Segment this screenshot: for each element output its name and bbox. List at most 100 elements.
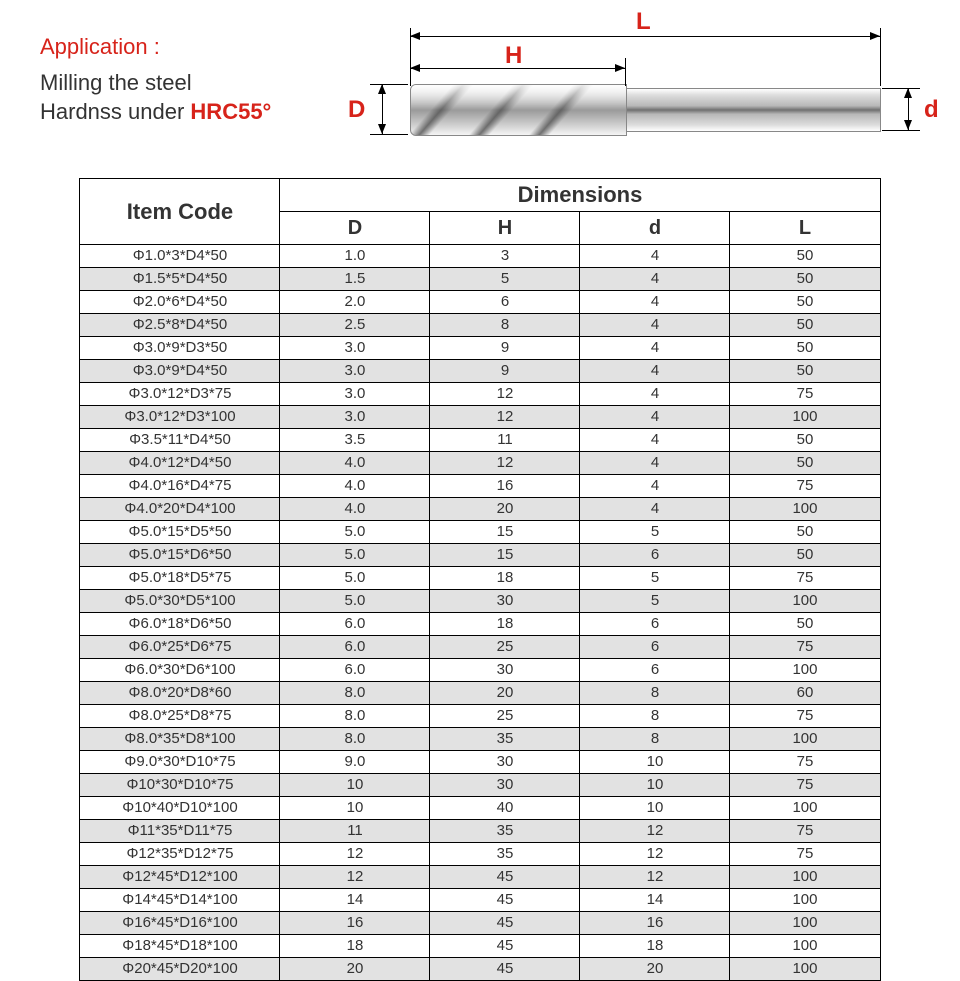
cell-L: 100 xyxy=(730,912,880,935)
cell-H: 45 xyxy=(430,912,580,935)
cell-d: 4 xyxy=(580,268,730,291)
cell-d: 4 xyxy=(580,383,730,406)
cell-L: 100 xyxy=(730,728,880,751)
cell-H: 45 xyxy=(430,866,580,889)
cell-item-code: Φ3.0*12*D3*75 xyxy=(80,383,280,406)
cell-d: 14 xyxy=(580,889,730,912)
cell-d: 4 xyxy=(580,452,730,475)
tool-diagram: L H D d xyxy=(340,28,920,168)
hardness-highlight: HRC55° xyxy=(190,99,271,124)
cell-D: 4.0 xyxy=(280,475,430,498)
table-row: Φ11*35*D11*7511351275 xyxy=(80,820,880,843)
cell-d: 4 xyxy=(580,291,730,314)
col-header-dimensions: Dimensions xyxy=(280,179,880,212)
cell-item-code: Φ3.0*12*D3*100 xyxy=(80,406,280,429)
cell-d: 4 xyxy=(580,429,730,452)
arrow-right-icon xyxy=(615,64,625,72)
cell-item-code: Φ5.0*18*D5*75 xyxy=(80,567,280,590)
hardness-prefix: Hardnss under xyxy=(40,99,190,124)
cell-item-code: Φ6.0*30*D6*100 xyxy=(80,659,280,682)
arrow-up-icon xyxy=(378,84,386,94)
cell-L: 50 xyxy=(730,613,880,636)
cell-d: 20 xyxy=(580,958,730,981)
cell-D: 1.5 xyxy=(280,268,430,291)
cell-D: 12 xyxy=(280,866,430,889)
table-row: Φ1.0*3*D4*501.03450 xyxy=(80,245,880,268)
cell-H: 11 xyxy=(430,429,580,452)
cell-item-code: Φ3.5*11*D4*50 xyxy=(80,429,280,452)
cell-L: 50 xyxy=(730,245,880,268)
cell-H: 18 xyxy=(430,613,580,636)
cell-D: 5.0 xyxy=(280,567,430,590)
cell-item-code: Φ8.0*20*D8*60 xyxy=(80,682,280,705)
header: Application : Milling the steel Hardnss … xyxy=(40,28,920,168)
cell-L: 100 xyxy=(730,866,880,889)
cell-H: 25 xyxy=(430,636,580,659)
cell-d: 4 xyxy=(580,245,730,268)
cell-d: 6 xyxy=(580,636,730,659)
cell-L: 50 xyxy=(730,429,880,452)
cell-H: 12 xyxy=(430,383,580,406)
cell-d: 4 xyxy=(580,314,730,337)
cell-D: 11 xyxy=(280,820,430,843)
table-row: Φ12*45*D12*100124512100 xyxy=(80,866,880,889)
cell-L: 100 xyxy=(730,797,880,820)
cell-D: 3.0 xyxy=(280,406,430,429)
cell-d: 8 xyxy=(580,705,730,728)
cell-d: 5 xyxy=(580,567,730,590)
cell-d: 6 xyxy=(580,544,730,567)
dim-D-tick-bottom xyxy=(370,134,408,135)
cell-D: 5.0 xyxy=(280,590,430,613)
cell-d: 12 xyxy=(580,820,730,843)
cell-L: 100 xyxy=(730,590,880,613)
dim-H-label: H xyxy=(505,42,522,70)
cell-D: 2.5 xyxy=(280,314,430,337)
cell-item-code: Φ5.0*15*D5*50 xyxy=(80,521,280,544)
dim-d-tick-bottom xyxy=(882,130,920,131)
application-text: Application : Milling the steel Hardnss … xyxy=(40,28,340,127)
cell-L: 75 xyxy=(730,475,880,498)
cell-D: 20 xyxy=(280,958,430,981)
arrow-up-icon xyxy=(904,88,912,98)
table-row: Φ1.5*5*D4*501.55450 xyxy=(80,268,880,291)
table-row: Φ3.5*11*D4*503.511450 xyxy=(80,429,880,452)
cell-item-code: Φ4.0*16*D4*75 xyxy=(80,475,280,498)
cell-H: 20 xyxy=(430,498,580,521)
col-header-D: D xyxy=(280,212,430,245)
cell-item-code: Φ5.0*30*D5*100 xyxy=(80,590,280,613)
cell-d: 4 xyxy=(580,337,730,360)
cell-D: 12 xyxy=(280,843,430,866)
cell-H: 16 xyxy=(430,475,580,498)
cell-d: 4 xyxy=(580,406,730,429)
cell-L: 100 xyxy=(730,659,880,682)
dimensions-table: Item Code Dimensions D H d L Φ1.0*3*D4*5… xyxy=(79,178,880,981)
table-row: Φ14*45*D14*100144514100 xyxy=(80,889,880,912)
cell-item-code: Φ4.0*12*D4*50 xyxy=(80,452,280,475)
cell-H: 12 xyxy=(430,452,580,475)
cell-H: 9 xyxy=(430,360,580,383)
cell-H: 15 xyxy=(430,544,580,567)
table-row: Φ8.0*25*D8*758.025875 xyxy=(80,705,880,728)
table-row: Φ16*45*D16*100164516100 xyxy=(80,912,880,935)
cell-H: 35 xyxy=(430,728,580,751)
table-row: Φ10*40*D10*100104010100 xyxy=(80,797,880,820)
cell-L: 50 xyxy=(730,360,880,383)
cell-H: 35 xyxy=(430,843,580,866)
cell-L: 50 xyxy=(730,452,880,475)
cell-H: 35 xyxy=(430,820,580,843)
table-row: Φ6.0*25*D6*756.025675 xyxy=(80,636,880,659)
product-spec-page: Application : Milling the steel Hardnss … xyxy=(0,0,960,960)
cell-L: 50 xyxy=(730,337,880,360)
table-row: Φ5.0*15*D6*505.015650 xyxy=(80,544,880,567)
table-row: Φ10*30*D10*7510301075 xyxy=(80,774,880,797)
cell-D: 14 xyxy=(280,889,430,912)
cell-H: 20 xyxy=(430,682,580,705)
table-row: Φ2.0*6*D4*502.06450 xyxy=(80,291,880,314)
cell-item-code: Φ11*35*D11*75 xyxy=(80,820,280,843)
cell-item-code: Φ2.5*8*D4*50 xyxy=(80,314,280,337)
cell-d: 4 xyxy=(580,360,730,383)
cell-H: 40 xyxy=(430,797,580,820)
cell-H: 25 xyxy=(430,705,580,728)
cell-d: 8 xyxy=(580,682,730,705)
table-row: Φ3.0*9*D4*503.09450 xyxy=(80,360,880,383)
